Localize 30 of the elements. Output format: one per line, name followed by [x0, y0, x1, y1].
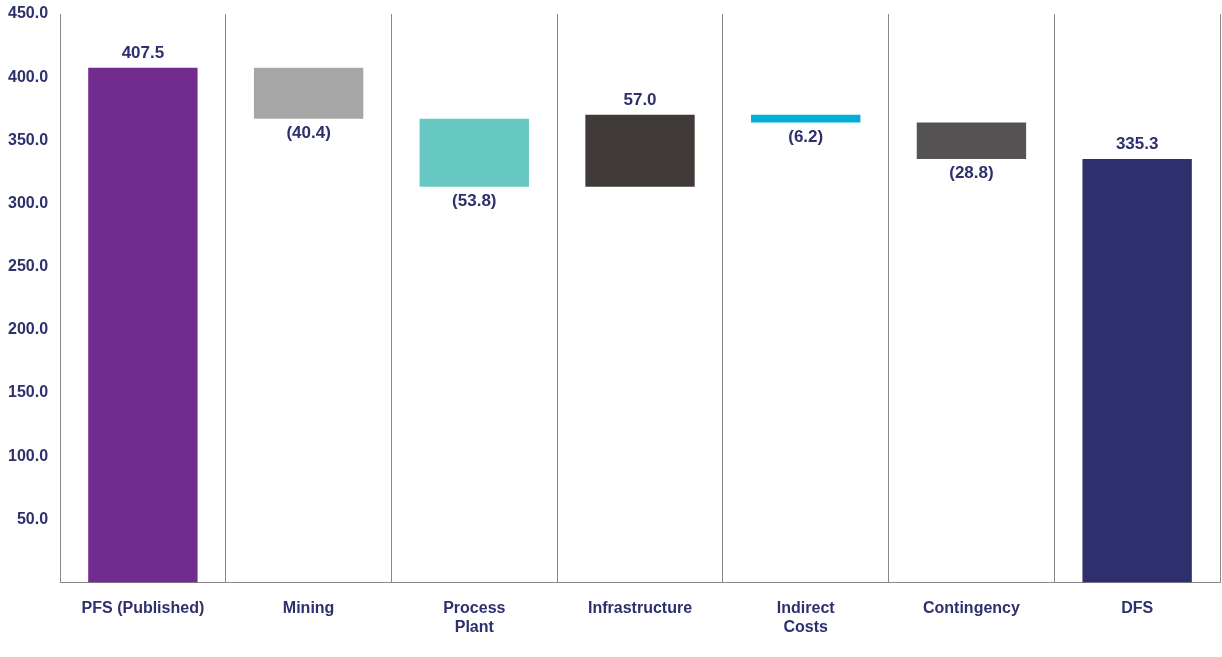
y-tick-label: 300.0: [7, 193, 49, 211]
x-tick-label: Indirect Costs: [776, 598, 836, 635]
data-label: (28.8): [949, 163, 994, 183]
x-tick-label: Infrastructure: [588, 598, 693, 616]
bar: [916, 122, 1027, 159]
y-tick-label: 350.0: [7, 130, 49, 148]
x-tick-label: PFS (Published): [81, 598, 205, 616]
y-tick-label: 450.0: [7, 4, 49, 22]
bar: [1082, 158, 1192, 583]
data-label: 57.0: [623, 89, 657, 109]
x-tick-label: Mining: [282, 598, 335, 616]
bar: [88, 67, 198, 583]
y-tick-label: 200.0: [7, 320, 49, 338]
bar: [585, 114, 695, 187]
bar: [419, 118, 529, 187]
y-tick-label: 50.0: [16, 509, 49, 527]
y-tick-label: 150.0: [7, 383, 49, 401]
data-label: 407.5: [121, 42, 165, 62]
data-label: 335.3: [1115, 134, 1159, 154]
data-label: (6.2): [788, 126, 824, 146]
data-label: (40.4): [286, 122, 331, 142]
x-tick-label: DFS: [1121, 598, 1154, 616]
y-tick-label: 100.0: [7, 446, 49, 464]
x-tick-label: Process Plant: [443, 598, 506, 635]
y-tick-label: 250.0: [7, 257, 49, 275]
y-tick-label: 400.0: [7, 67, 49, 85]
bar: [253, 67, 364, 119]
bar: [751, 114, 861, 123]
x-tick-label: Contingency: [922, 598, 1020, 616]
data-label: (53.8): [452, 190, 497, 210]
